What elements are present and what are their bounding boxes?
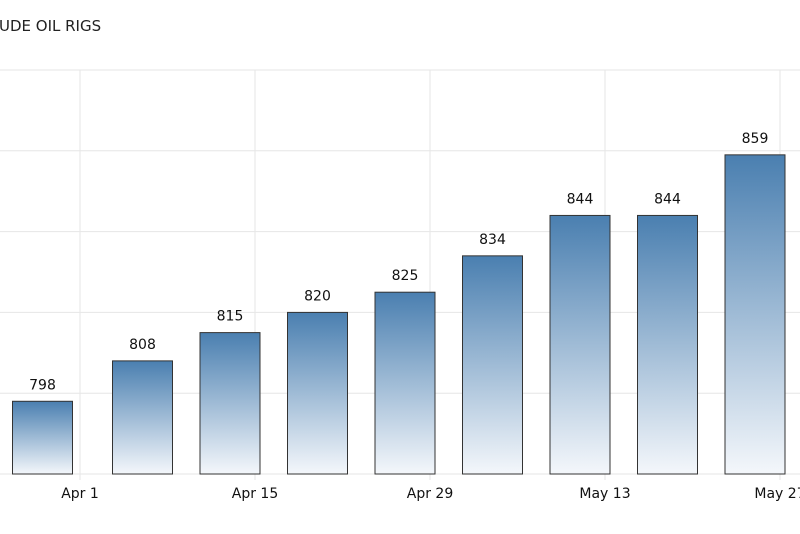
x-tick-label: Apr 1 [61,486,99,502]
x-tick-label: May 13 [579,486,630,502]
data-label: 815 [217,309,244,325]
bar [462,255,523,475]
data-label: 834 [479,232,506,248]
x-tick-label: Apr 15 [232,486,278,502]
bar [112,360,173,475]
x-tick-label: May 27 [754,486,800,502]
bar [374,291,436,475]
data-label: 844 [567,191,594,207]
bar [637,214,698,475]
data-label: 820 [304,288,331,304]
data-label: 808 [129,337,156,353]
data-label: 798 [29,377,56,393]
data-label: 825 [392,268,419,284]
bar [724,154,786,475]
bar [287,311,348,475]
chart-title: UDE OIL RIGS [0,17,102,35]
bar [549,214,611,475]
x-tick-label: Apr 29 [407,486,453,502]
bar [12,400,73,475]
bar [199,332,261,475]
data-label: 859 [742,131,769,147]
data-label: 844 [654,191,681,207]
